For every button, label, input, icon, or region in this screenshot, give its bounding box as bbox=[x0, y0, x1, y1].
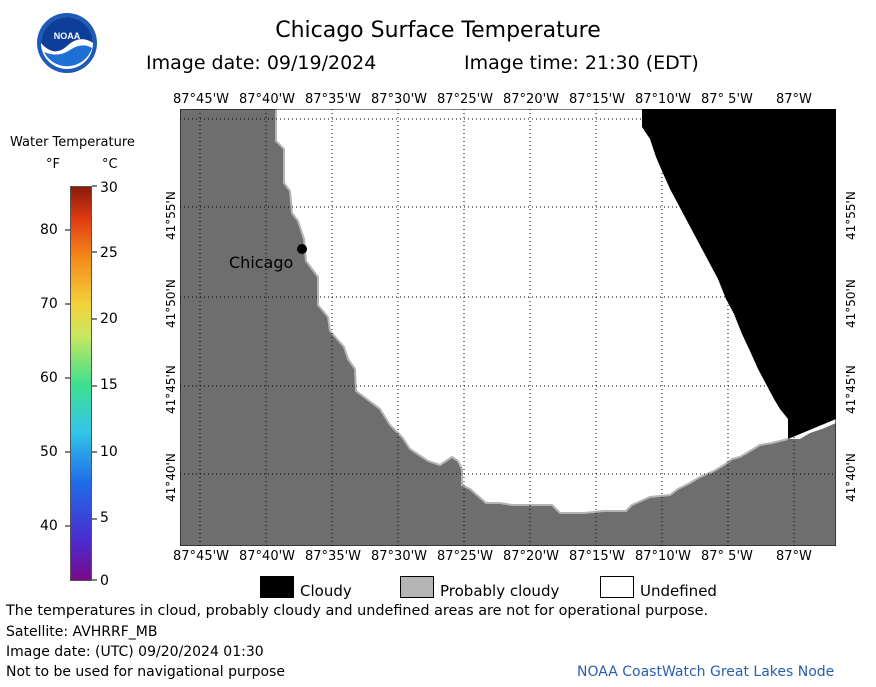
lon-label: 87°35'W bbox=[305, 549, 362, 564]
legend-label-cloudy: Cloudy bbox=[300, 582, 352, 600]
noaa-logo-icon: NOAA bbox=[37, 13, 97, 73]
map-panel bbox=[180, 109, 836, 546]
lon-label: 87° 5'W bbox=[701, 549, 753, 564]
lat-label: 41°40'N bbox=[164, 453, 178, 502]
c-tick: 25 bbox=[100, 245, 118, 261]
lat-label: 41°45'N bbox=[164, 365, 178, 414]
c-tick: 5 bbox=[100, 510, 109, 526]
c-tick: 0 bbox=[100, 573, 109, 589]
image-date: Image date: 09/19/2024 bbox=[146, 52, 377, 74]
lon-label: 87°40'W bbox=[239, 92, 296, 107]
legend-swatch-probably-cloudy bbox=[400, 576, 434, 598]
unit-fahrenheit: °F bbox=[46, 157, 60, 172]
unit-celsius: °C bbox=[102, 157, 118, 172]
lat-label: 41°55'N bbox=[844, 191, 858, 240]
lat-label: 41°55'N bbox=[164, 191, 178, 240]
lon-label: 87°20'W bbox=[503, 92, 560, 107]
lon-label: 87°30'W bbox=[371, 92, 428, 107]
land-area bbox=[180, 109, 836, 546]
lat-label: 41°50'N bbox=[844, 279, 858, 328]
legend-swatch-undefined bbox=[600, 576, 634, 598]
cloudy-area bbox=[642, 109, 836, 439]
lon-label: 87°30'W bbox=[371, 549, 428, 564]
lon-label: 87°15'W bbox=[569, 92, 626, 107]
lon-label: 87°W bbox=[776, 549, 812, 564]
disclaimer-text: The temperatures in cloud, probably clou… bbox=[6, 603, 709, 619]
lon-label: 87° 5'W bbox=[701, 92, 753, 107]
f-tick: 40 bbox=[40, 518, 58, 534]
f-tick: 70 bbox=[40, 296, 58, 312]
f-tick: 80 bbox=[40, 222, 58, 238]
c-tick: 30 bbox=[100, 180, 118, 196]
c-tick: 15 bbox=[100, 377, 118, 393]
lon-label: 87°10'W bbox=[635, 92, 692, 107]
lon-label: 87°25'W bbox=[437, 549, 494, 564]
lon-label: 87°W bbox=[776, 92, 812, 107]
colorbar bbox=[70, 186, 92, 581]
lon-label: 87°20'W bbox=[503, 549, 560, 564]
lat-label: 41°50'N bbox=[164, 279, 178, 328]
lon-label: 87°45'W bbox=[173, 549, 230, 564]
chicago-label: Chicago bbox=[229, 253, 294, 272]
chicago-marker bbox=[297, 244, 307, 254]
f-tick: 60 bbox=[40, 370, 58, 386]
lat-label: 41°40'N bbox=[844, 453, 858, 502]
lon-label: 87°25'W bbox=[437, 92, 494, 107]
colorbar-tick-marks bbox=[65, 185, 97, 581]
satellite-text: Satellite: AVHRRF_MB bbox=[6, 624, 158, 640]
legend-label-probably-cloudy: Probably cloudy bbox=[440, 582, 560, 600]
lon-label: 87°40'W bbox=[239, 549, 296, 564]
image-time: Image time: 21:30 (EDT) bbox=[464, 52, 699, 74]
probably-cloudy-edge bbox=[275, 109, 789, 514]
colorbar-title: Water Temperature bbox=[10, 135, 135, 150]
legend-swatch-cloudy bbox=[260, 576, 294, 598]
lon-label: 87°45'W bbox=[173, 92, 230, 107]
map-title: Chicago Surface Temperature bbox=[275, 18, 601, 43]
noaa-logo: NOAA bbox=[36, 12, 98, 74]
nav-warning-text: Not to be used for navigational purpose bbox=[6, 664, 285, 680]
lat-label: 41°45'N bbox=[844, 365, 858, 414]
f-tick: 50 bbox=[40, 444, 58, 460]
c-tick: 20 bbox=[100, 311, 118, 327]
lon-label: 87°15'W bbox=[569, 549, 626, 564]
utc-date-text: Image date: (UTC) 09/20/2024 01:30 bbox=[6, 644, 264, 660]
lon-label: 87°35'W bbox=[305, 92, 362, 107]
legend-label-undefined: Undefined bbox=[640, 582, 717, 600]
credit-text: NOAA CoastWatch Great Lakes Node bbox=[577, 664, 835, 680]
graticule bbox=[180, 109, 836, 546]
lon-label: 87°10'W bbox=[635, 549, 692, 564]
c-tick: 10 bbox=[100, 444, 118, 460]
logo-text: NOAA bbox=[54, 31, 81, 41]
